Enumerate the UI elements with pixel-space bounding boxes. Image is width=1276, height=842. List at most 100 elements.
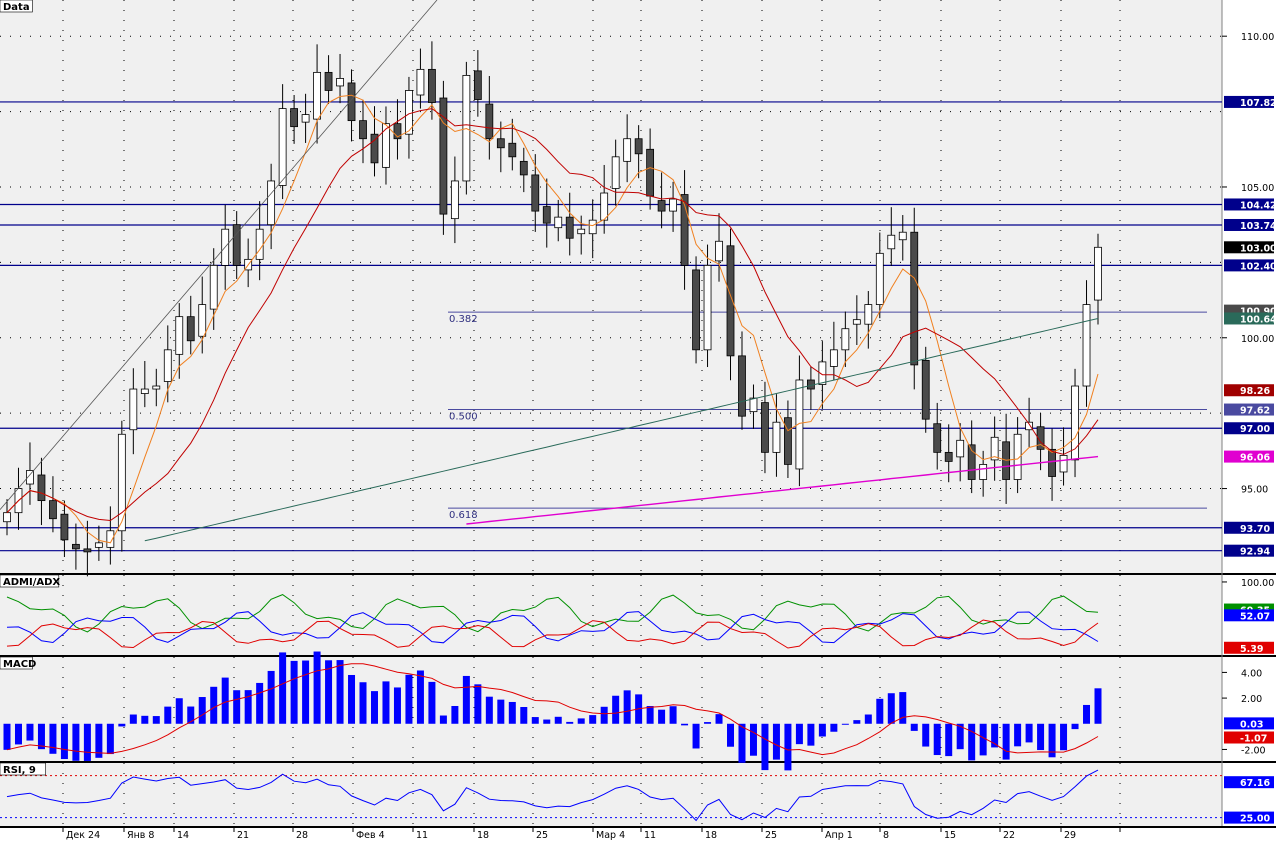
candle-body [106,530,115,548]
plot-series [0,0,1222,822]
macd-bar [1002,723,1010,760]
macd-tick-label: 2.00 [1241,694,1262,705]
rsi-value-tag [1224,776,1274,789]
candle-body [864,304,873,325]
candle-body [1013,433,1022,480]
macd-bar [416,670,424,724]
candle-body [910,231,919,366]
price-level-tag [1224,95,1274,108]
price-level-label: 92.94 [1240,547,1270,558]
macd-bar [646,706,654,724]
macd-tick-label: -2.00 [1241,745,1266,756]
price-level-label: 93.70 [1240,524,1270,535]
adx-line [6,611,1099,644]
candle-body [657,200,666,212]
candle-body [439,97,448,215]
price-tick-label: 95.00 [1241,485,1268,496]
ma-fast-line [6,94,1099,544]
macd-signal-line [6,663,1099,756]
panel-title: Data [3,2,30,13]
date-label: 11 [416,830,428,841]
macd-bar [704,722,712,724]
macd-bar [313,651,321,724]
candle-body [933,423,942,453]
candle-body [324,71,333,91]
horizontal-levels[interactable]: 0.382 0.500 0.618 [0,101,1222,552]
candle-body [117,433,126,532]
date-label: 25 [536,830,548,841]
rsi-value-tag [1224,811,1274,824]
candle-body [496,138,505,149]
price-level-tag [1224,422,1274,435]
panel-bg [0,763,1222,826]
candle-body [577,228,586,235]
date-label: 15 [944,830,956,841]
macd-bar [899,692,907,724]
candle-body [347,82,356,122]
macd-bar [1048,723,1056,758]
macd-bar [83,723,91,761]
candle-body [680,194,689,266]
candle-body [416,68,425,96]
macd-bar [945,723,953,757]
macd-bar [210,686,218,724]
candle-body [140,388,149,394]
date-label: 22 [1003,830,1015,841]
fib-level-label: 0.500 [449,412,478,423]
panel-titles: Data ADMI/ADX MACD RSI, 9 [0,0,60,776]
price-level-label: 107.82 [1240,98,1276,109]
candle-body [646,148,655,197]
macd-bar [95,723,103,758]
macd-bar [370,691,378,724]
candle-body [3,512,11,523]
candle-body [634,138,643,155]
axis-bg [1222,657,1276,761]
candle-body [152,385,161,390]
price-level-label: 97.00 [1240,424,1270,435]
macd-bar [761,723,769,771]
ma-mid-line [6,108,1099,522]
candle-body [531,174,540,212]
date-label: Янв 8 [127,830,154,841]
candle-body [921,359,930,420]
macd-bar [497,699,505,724]
macd-bar [279,652,287,724]
macd-bar [485,696,493,724]
macd-bar [256,682,264,724]
price-level-label: 103.74 [1240,221,1276,232]
macd-bar [715,714,723,724]
macd-bar [589,715,597,724]
macd-bar [348,674,356,724]
last-value-label: 100.90 [1240,307,1276,318]
panel-title-box [0,656,33,670]
macd-bar [72,723,80,761]
macd-bar [577,718,585,724]
macd-bar [428,681,436,724]
candle-body [72,543,80,550]
macd-bar [830,723,838,732]
candle-body [1048,448,1056,477]
macd-bar [3,723,11,750]
last-value-label: 100.64 [1240,314,1276,325]
last-value-label: 98.26 [1240,386,1270,397]
date-label: 29 [1064,830,1076,841]
candle-body [944,451,953,462]
candle-body [887,234,896,250]
macd-bar [738,723,746,763]
candle-body [692,269,700,351]
adx-value-label: 5.39 [1240,644,1263,655]
last-value-label: 96.06 [1240,453,1270,464]
macd-bar [600,706,608,724]
last-value-tag [1224,450,1274,463]
panel-bg [0,575,1222,655]
last-value-label: 97.62 [1240,406,1270,417]
macd-bar [141,715,149,724]
candle-body [313,71,321,120]
candle-body [83,548,92,553]
date-label: 21 [237,830,249,841]
ma-long-line [466,455,1099,525]
candle-body [542,206,551,224]
adx-value-label: 52.07 [1240,611,1270,622]
candle-body [175,316,184,355]
